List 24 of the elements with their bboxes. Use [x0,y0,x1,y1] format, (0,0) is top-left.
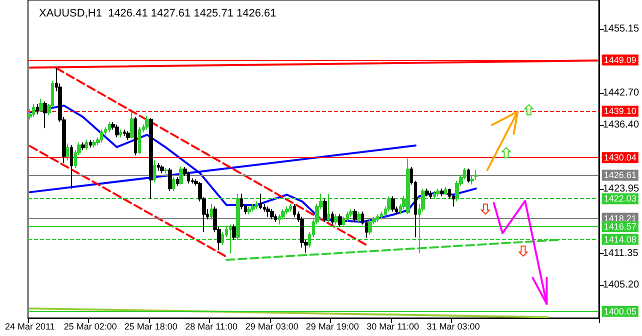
ref-line-label: 1416.57 [604,222,636,232]
x-tick-label: 29 Mar 19:00 [306,322,359,332]
ref-line-label: 1414.08 [604,234,636,244]
ref-line-label: 1439.10 [604,106,636,116]
ref-line-label: 1430.04 [604,152,636,163]
x-tick-label: 25 Mar 02:00 [64,322,117,332]
x-tick-label: 28 Mar 11:00 [185,322,238,332]
ref-line-label: 1426.61 [604,170,636,180]
ref-line-label: 1400.05 [604,306,636,316]
y-tick-label: 1423.95 [602,183,640,194]
text: XAUUSD,H1 1426.41 1427.61 1425.71 1426.61 [39,8,276,20]
ref-line-label: 1449.09 [604,55,636,66]
ref-line-label: 1418.21 [604,213,636,224]
y-tick-label: 1411.35 [602,248,639,259]
x-tick-label: 25 Mar 18:00 [124,322,178,332]
x-tick-label: 30 Mar 11:00 [366,322,420,332]
ref-line-label: 1422.03 [604,194,636,204]
y-tick-label: 1436.40 [602,120,640,131]
x-tick-label: 29 Mar 03:00 [245,322,298,332]
y-tick-label: 1455.15 [602,23,640,34]
y-tick-label: 1405.20 [602,279,640,290]
x-tick-label: 24 Mar 2011 [4,322,55,332]
x-tick-label: 31 Mar 03:00 [426,322,480,332]
y-tick-label: 1442.70 [602,87,640,98]
